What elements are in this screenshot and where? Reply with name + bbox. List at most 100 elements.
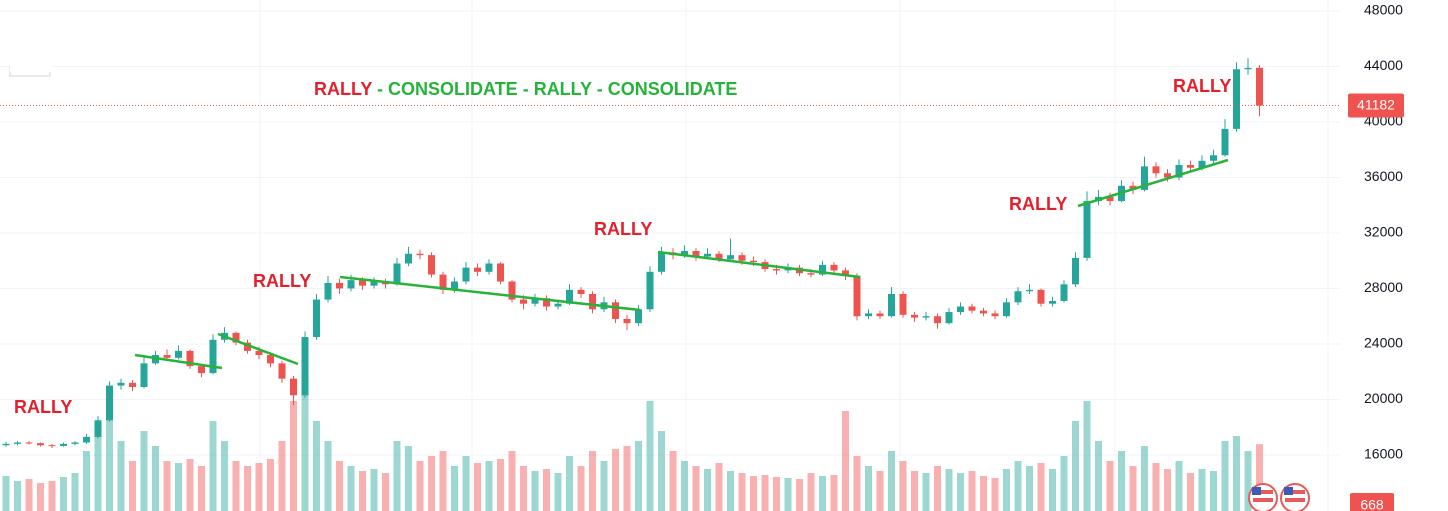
volume-bar (876, 471, 884, 511)
headline-part: - CONSOLIDATE - RALLY - CONSOLIDATE (372, 79, 737, 99)
volume-bar (1152, 463, 1160, 511)
candle-body (1152, 166, 1160, 174)
candle-body (1014, 291, 1022, 303)
candle-body (1256, 67, 1263, 106)
volume-bar (117, 441, 125, 511)
volume-bar (1164, 469, 1171, 511)
volume-bar (290, 401, 297, 511)
volume-bar (681, 461, 688, 511)
annotation: RALLY (594, 219, 652, 239)
trend-line (217, 332, 299, 366)
flag-stripe (1285, 490, 1305, 494)
candle-body (1187, 164, 1194, 168)
candle-body (980, 310, 987, 314)
candle-body (370, 281, 378, 286)
volume-bar (2, 476, 10, 511)
volume-bar (1049, 469, 1056, 511)
candle-body (704, 253, 711, 257)
volume-bar (25, 479, 33, 511)
volume-bar (359, 471, 366, 511)
annotation: RALLY (1009, 194, 1067, 214)
volume-bar (1060, 456, 1068, 511)
trend-line (339, 275, 641, 312)
trend-line (1077, 158, 1229, 208)
candle-body (1164, 173, 1171, 178)
volume-bar (71, 473, 79, 511)
volume-bar (1210, 471, 1217, 511)
candle-body (485, 263, 493, 272)
candle-body (646, 271, 654, 310)
volume-bar (1072, 421, 1079, 511)
y-tick-label: 28000 (1364, 279, 1403, 295)
volume-bar (324, 441, 332, 511)
volume-bar (313, 421, 320, 511)
candle-body (589, 294, 596, 310)
volume-bar (761, 475, 769, 511)
volume-bar (968, 471, 976, 511)
candle-body (301, 337, 309, 396)
candle-body (497, 263, 504, 282)
volume-bar (577, 466, 585, 511)
flag-stripe (1253, 490, 1273, 494)
candle-body (773, 269, 780, 271)
volume-bar (278, 441, 286, 511)
volume-bar (94, 421, 102, 511)
candle-body (968, 306, 976, 311)
last-price-tag (1348, 93, 1404, 118)
toolbar-mask (10, 60, 52, 72)
volume-bar (658, 431, 665, 511)
trend-lines (134, 158, 1229, 370)
candle-body (991, 313, 999, 317)
candle-body (347, 280, 355, 289)
volume-bar (934, 466, 941, 511)
volume-bar (738, 473, 746, 511)
volume-bar (1095, 441, 1102, 511)
candle-body (1210, 155, 1217, 161)
volume-bar (244, 466, 251, 511)
y-tick-label: 36000 (1364, 168, 1403, 184)
volume-bar (589, 451, 596, 511)
volume-bar (853, 456, 861, 511)
volume-layer (2, 381, 1263, 511)
candle-layer (2, 58, 1263, 449)
candle-body (819, 264, 826, 275)
candle-body (428, 255, 435, 275)
candle-body (451, 281, 458, 290)
candle-body (865, 313, 872, 317)
candle-body (520, 299, 527, 304)
candle-body (1060, 284, 1068, 301)
volume-bar (922, 473, 930, 511)
volume-bar (784, 478, 792, 511)
candle-body (876, 313, 884, 317)
y-tick-label: 48000 (1364, 2, 1403, 18)
volume-bar (48, 481, 56, 511)
y-tick-label: 24000 (1364, 335, 1403, 351)
volume-bar (405, 446, 412, 511)
volume-bar (485, 461, 493, 511)
volume-bar (37, 483, 44, 511)
candle-body (508, 281, 516, 300)
candle-body (1221, 128, 1229, 156)
volume-bar (1083, 401, 1091, 511)
volume-bar (715, 463, 723, 511)
candle-body (462, 267, 470, 282)
candle-body (750, 260, 757, 263)
candle-body (692, 250, 700, 257)
candle-body (37, 443, 44, 446)
candle-body (83, 436, 90, 443)
volume-bar (186, 459, 194, 511)
volume-bar (163, 461, 171, 511)
volume-bar (773, 477, 780, 511)
volume-bar (888, 451, 895, 511)
flag-canton (1284, 487, 1293, 495)
candle-body (853, 275, 861, 317)
candle-body (71, 442, 79, 444)
volume-bar (140, 431, 148, 511)
candle-body (899, 294, 907, 315)
candle-body (554, 303, 562, 307)
candle-body (25, 442, 33, 444)
trend-line (134, 353, 223, 370)
volume-bar (439, 451, 447, 511)
candle-body (612, 302, 619, 319)
volume-bar (543, 469, 550, 511)
